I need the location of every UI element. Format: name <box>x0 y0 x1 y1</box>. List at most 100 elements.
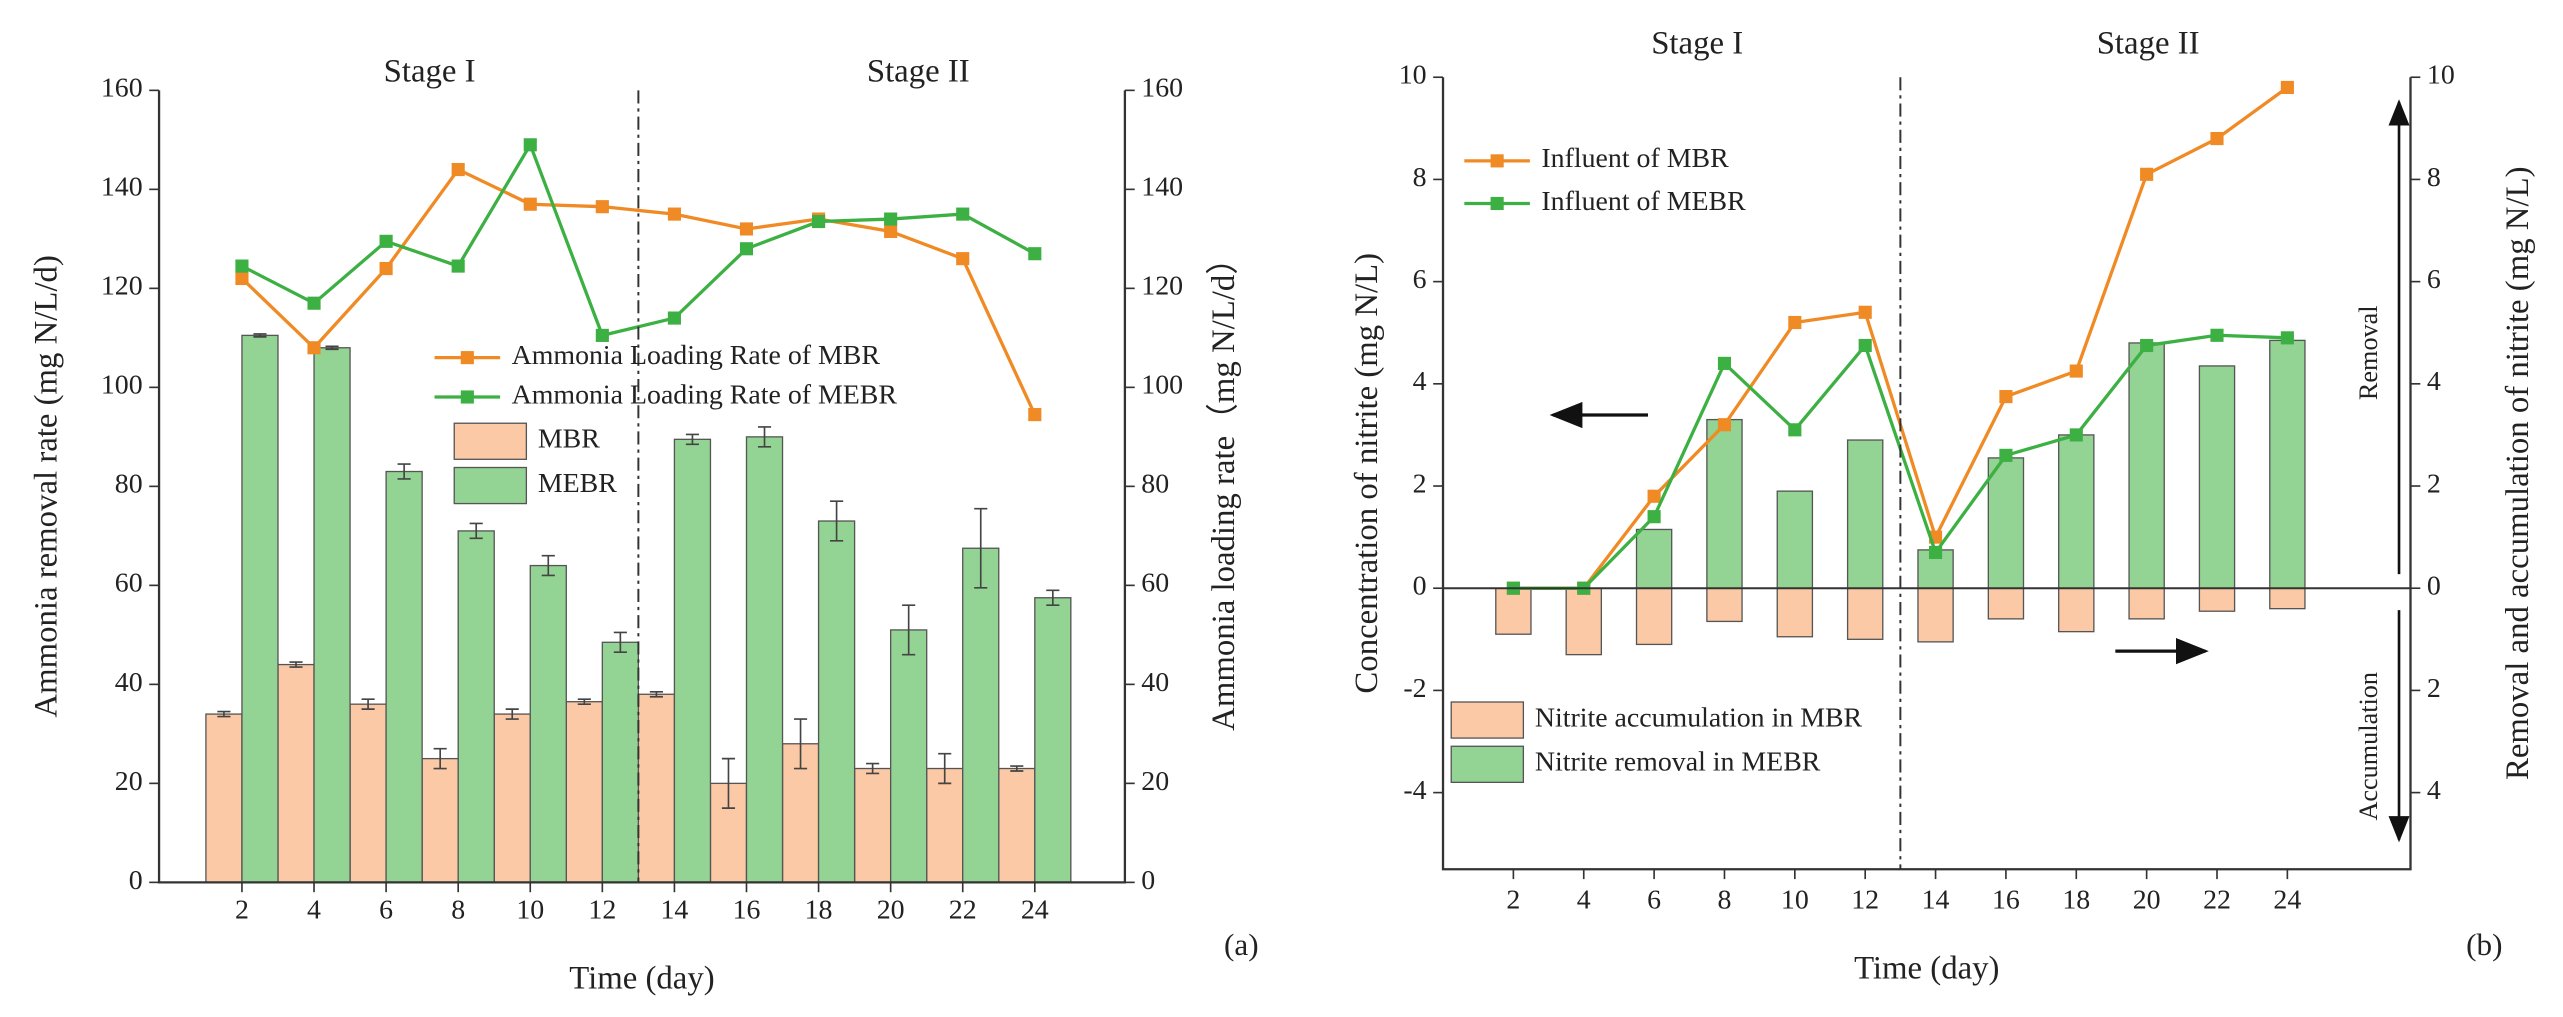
error-bar <box>325 345 339 351</box>
x-tick-label: 8 <box>1717 884 1731 915</box>
marker <box>1788 315 1802 330</box>
error-bar <box>974 507 988 589</box>
x-tick-label: 16 <box>733 894 761 925</box>
bar <box>1776 587 1814 638</box>
x-tick-label: 4 <box>1577 884 1591 915</box>
x-tick-label: 16 <box>1992 884 2020 915</box>
marker <box>595 200 609 214</box>
y2-tick-label: 4 <box>2427 775 2441 806</box>
error-bar <box>938 752 952 785</box>
bar <box>385 470 423 884</box>
y2-tick-label: 120 <box>1141 271 1183 302</box>
bar <box>853 767 892 884</box>
y-tick-label: 4 <box>1413 366 1427 397</box>
marker <box>2069 364 2083 378</box>
x-axis-label: Time (day) <box>1854 950 1999 986</box>
marker <box>451 162 465 177</box>
stage-label: Stage I <box>1651 26 1743 62</box>
x-tick-label: 6 <box>1647 884 1661 915</box>
marker <box>1028 408 1042 422</box>
y-tick-label: 40 <box>115 667 143 698</box>
legend-label: MBR <box>538 424 600 455</box>
x-tick-label: 12 <box>588 894 616 925</box>
bar <box>1846 587 1884 640</box>
error-bar <box>469 522 483 540</box>
y2-tick-label: 160 <box>1141 73 1183 104</box>
error-bar <box>1046 589 1060 606</box>
marker <box>1717 418 1732 432</box>
y2-tick-label: 60 <box>1141 568 1169 599</box>
bar <box>1706 418 1743 589</box>
x-tick-label: 24 <box>2273 884 2301 915</box>
bar <box>745 436 784 884</box>
bar <box>637 693 676 884</box>
error-bar <box>866 762 880 775</box>
y-tick-label: 6 <box>1413 264 1427 295</box>
marker <box>956 252 970 266</box>
marker <box>1717 356 1732 370</box>
bar <box>1776 490 1814 589</box>
marker <box>1999 448 2013 462</box>
y-tick-label: 20 <box>115 766 143 797</box>
x-tick-label: 22 <box>2203 884 2231 915</box>
marker <box>812 214 826 229</box>
bar <box>962 547 1000 884</box>
y2-axis-label: Ammonia loading rate（mg N/L/d） <box>1206 242 1242 731</box>
bar <box>1034 597 1072 884</box>
y2-tick-label: 100 <box>1141 370 1183 401</box>
marker <box>667 311 681 325</box>
y2-tick-label: 140 <box>1141 172 1183 203</box>
bar <box>1635 528 1673 589</box>
y2-tick-label: 4 <box>2427 366 2441 397</box>
marker <box>379 234 393 248</box>
bar <box>2198 587 2236 612</box>
legend-marker <box>1490 154 1504 168</box>
bar <box>1495 587 1532 635</box>
marker <box>884 224 898 238</box>
marker <box>523 197 537 211</box>
bar <box>926 767 964 884</box>
error-bar <box>361 698 375 710</box>
bar <box>2128 342 2165 589</box>
bar <box>2058 587 2095 633</box>
x-tick-label: 2 <box>235 894 249 925</box>
x-tick-label: 10 <box>516 894 544 925</box>
bar <box>1987 457 2025 589</box>
legend-label: Nitrite accumulation in MBR <box>1535 702 1863 733</box>
y-tick-label: 160 <box>101 73 143 104</box>
x-axis-label: Time (day) <box>569 960 714 996</box>
bar <box>2269 587 2306 610</box>
marker <box>884 212 898 226</box>
error-bar <box>685 433 699 446</box>
error-bar <box>830 500 844 542</box>
bar <box>998 767 1036 884</box>
marker <box>739 222 754 236</box>
y-tick-label: 60 <box>115 568 143 599</box>
bar <box>205 713 243 884</box>
y-tick-label: 80 <box>115 469 143 500</box>
y-axis-label: Ammonia removal rate (mg N/L/d) <box>29 255 65 717</box>
marker <box>235 259 249 273</box>
y-tick-label: 140 <box>101 172 143 203</box>
bar <box>2058 434 2095 589</box>
y-axis-label: Concentration of nitrite (mg N/L) <box>1349 253 1385 694</box>
bar <box>2128 587 2165 620</box>
error-bar <box>902 604 916 656</box>
legend-label: Ammonia Loading Rate of MBR <box>512 340 881 371</box>
marker <box>2280 331 2294 345</box>
y2-tick-label: 6 <box>2427 264 2441 295</box>
error-bar <box>289 661 303 668</box>
x-tick-label: 4 <box>307 894 321 925</box>
bar <box>421 757 459 884</box>
marker <box>1858 305 1872 319</box>
bar <box>457 530 495 884</box>
error-bar <box>577 698 591 705</box>
bar <box>241 334 279 884</box>
legend-swatch <box>453 422 528 460</box>
bar <box>2198 365 2236 589</box>
x-tick-label: 24 <box>1021 894 1049 925</box>
marker <box>379 261 393 276</box>
bar <box>493 713 531 884</box>
marker <box>956 207 970 221</box>
